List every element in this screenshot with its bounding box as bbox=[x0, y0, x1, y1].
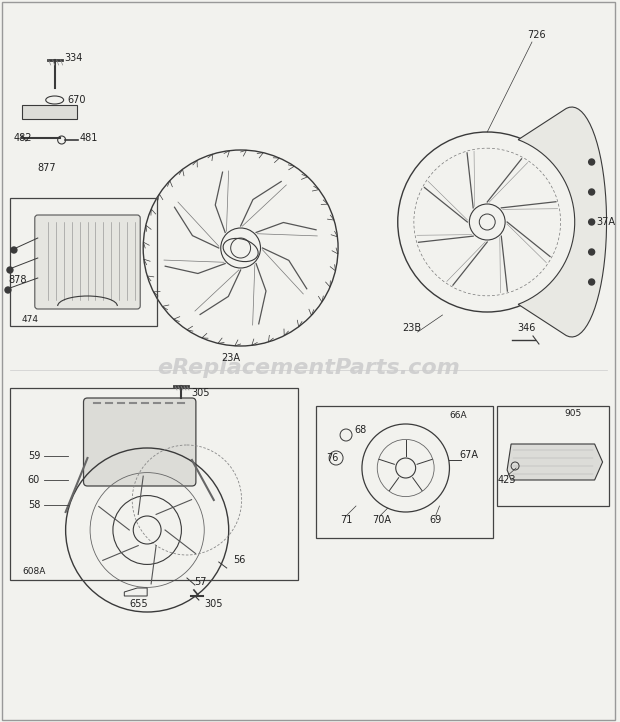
Text: 23B: 23B bbox=[403, 323, 422, 333]
Text: 608A: 608A bbox=[22, 567, 45, 576]
Text: 23A: 23A bbox=[221, 353, 240, 363]
Text: 57: 57 bbox=[194, 577, 206, 587]
Text: 305: 305 bbox=[204, 599, 223, 609]
Text: 305: 305 bbox=[191, 388, 210, 398]
Circle shape bbox=[588, 219, 595, 225]
Text: 70A: 70A bbox=[372, 515, 391, 525]
Circle shape bbox=[7, 267, 13, 273]
Circle shape bbox=[588, 189, 595, 195]
Text: 67A: 67A bbox=[459, 450, 479, 460]
Text: 60: 60 bbox=[28, 475, 40, 485]
Text: 877: 877 bbox=[38, 163, 56, 173]
Text: eReplacementParts.com: eReplacementParts.com bbox=[157, 358, 459, 378]
Text: 878: 878 bbox=[8, 275, 27, 285]
Text: 76: 76 bbox=[326, 453, 339, 463]
Circle shape bbox=[588, 249, 595, 255]
Polygon shape bbox=[507, 444, 603, 480]
Text: 726: 726 bbox=[527, 30, 546, 40]
Bar bbox=[497, 406, 609, 506]
Circle shape bbox=[5, 287, 11, 293]
Text: 58: 58 bbox=[28, 500, 40, 510]
Circle shape bbox=[11, 247, 17, 253]
Polygon shape bbox=[518, 107, 606, 337]
Text: 655: 655 bbox=[129, 599, 148, 609]
Text: 37A: 37A bbox=[596, 217, 616, 227]
Text: 423: 423 bbox=[497, 475, 516, 485]
Bar bbox=[10, 388, 298, 580]
Text: 481: 481 bbox=[79, 133, 98, 143]
Bar bbox=[316, 406, 493, 538]
Text: 334: 334 bbox=[64, 53, 83, 63]
Text: 474: 474 bbox=[22, 316, 39, 324]
Text: 56: 56 bbox=[234, 555, 246, 565]
Text: 670: 670 bbox=[68, 95, 86, 105]
Text: 68: 68 bbox=[354, 425, 366, 435]
Text: 346: 346 bbox=[517, 323, 536, 333]
Text: 905: 905 bbox=[565, 409, 582, 419]
Text: 71: 71 bbox=[340, 515, 352, 525]
Bar bbox=[22, 105, 76, 119]
FancyBboxPatch shape bbox=[35, 215, 140, 309]
Text: 482: 482 bbox=[14, 133, 32, 143]
Text: 69: 69 bbox=[430, 515, 442, 525]
Circle shape bbox=[588, 279, 595, 285]
Circle shape bbox=[588, 159, 595, 165]
FancyBboxPatch shape bbox=[84, 398, 196, 486]
Text: 66A: 66A bbox=[450, 412, 467, 420]
Text: 59: 59 bbox=[28, 451, 40, 461]
Bar bbox=[10, 198, 157, 326]
